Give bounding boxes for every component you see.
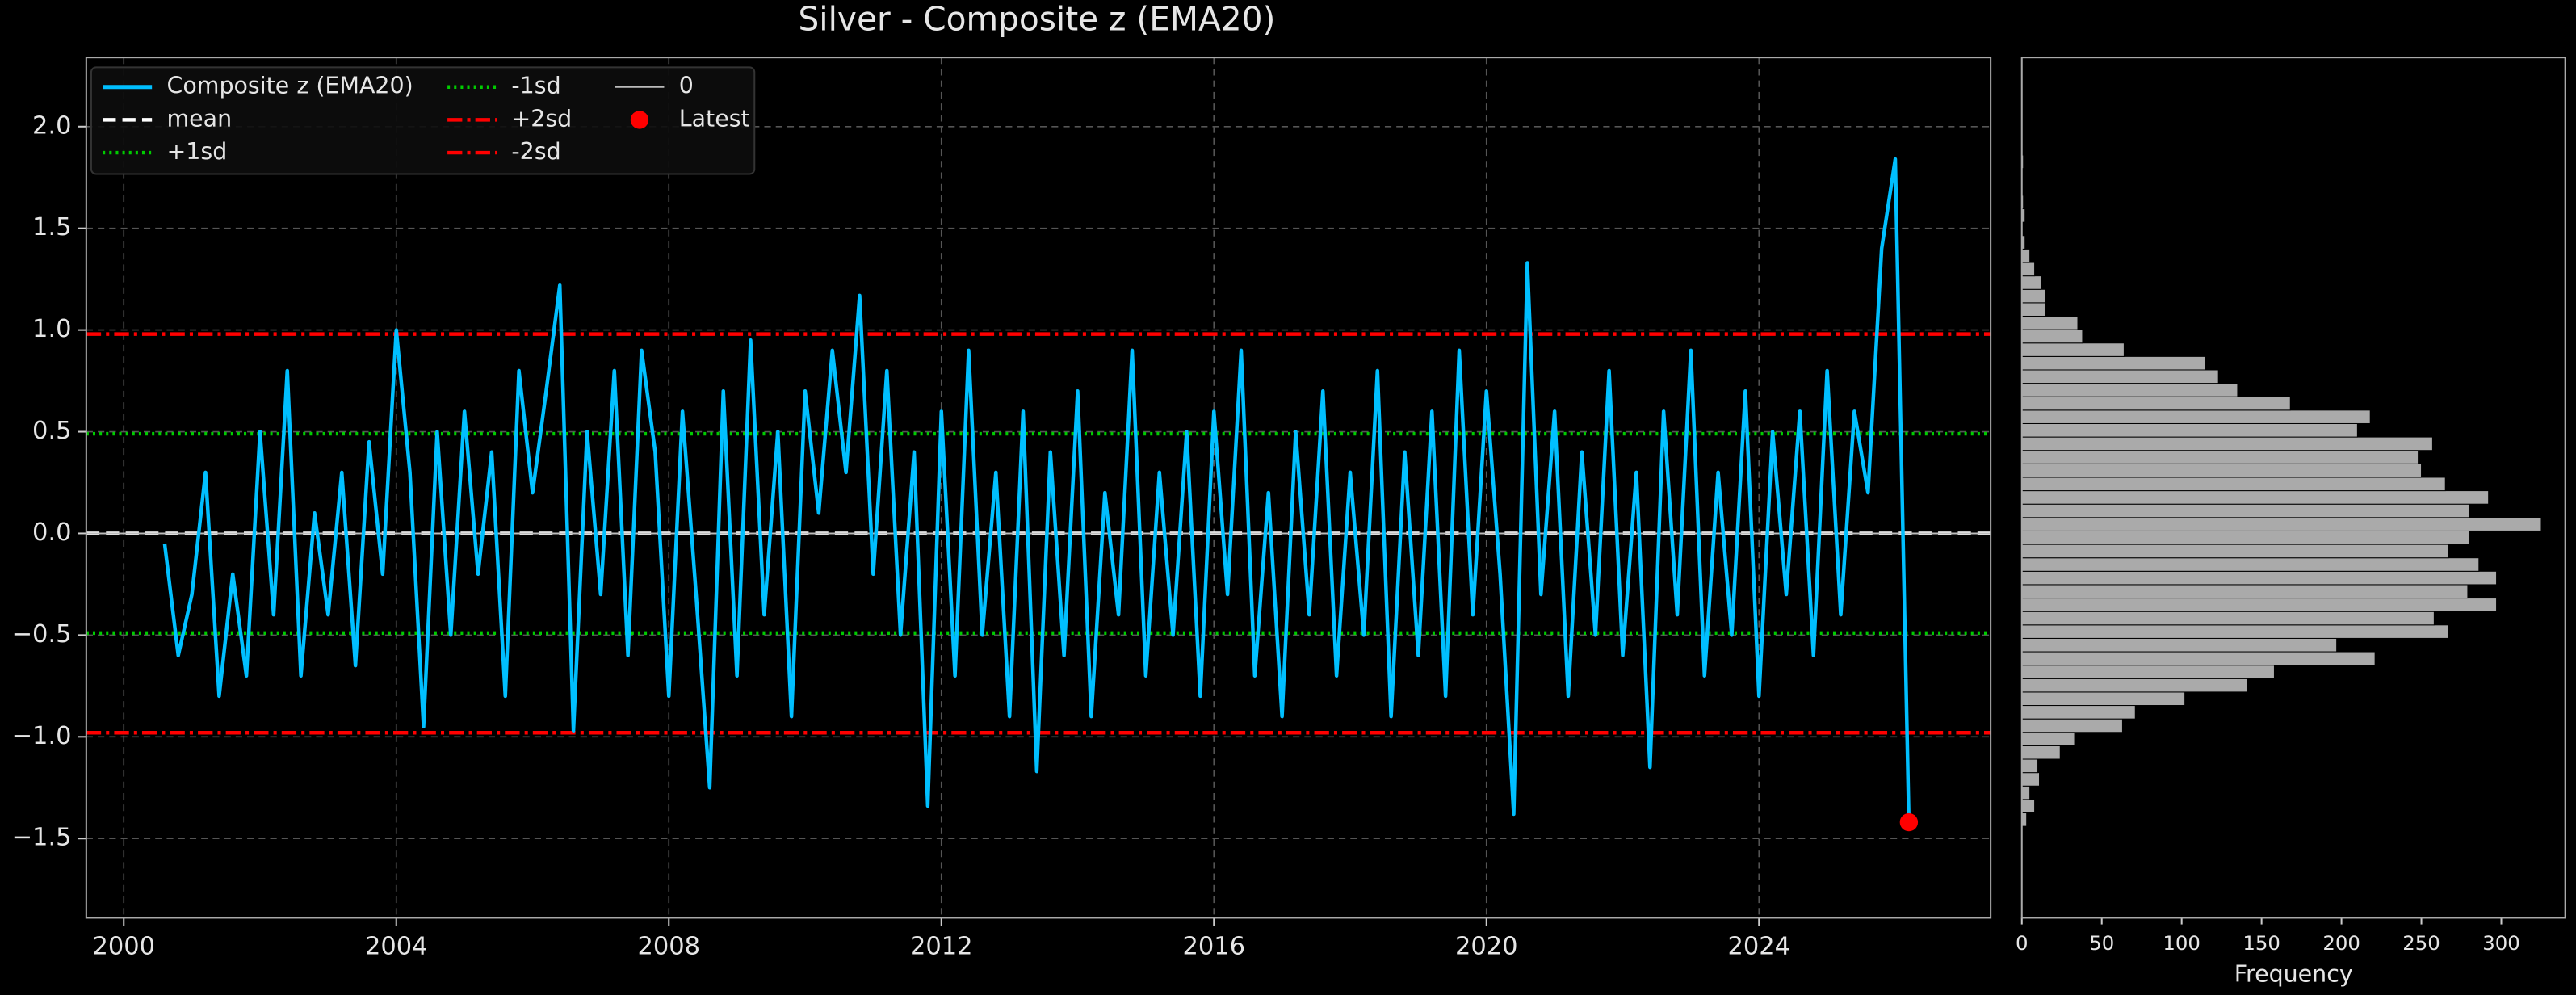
histogram-bar (2021, 355, 2206, 371)
histogram-bar (2021, 288, 2046, 304)
histogram-bar (2021, 422, 2358, 438)
histogram-bar (2021, 436, 2433, 451)
histogram-bar (2021, 557, 2480, 572)
histogram-bar (2021, 369, 2219, 384)
histogram-bar (2021, 705, 2136, 720)
legend-label: -1sd (511, 73, 560, 99)
legend-label: +1sd (166, 138, 227, 165)
histogram-bar (2021, 651, 2376, 666)
histogram-bar (2021, 691, 2186, 707)
legend-label: 0 (679, 73, 694, 99)
histogram-bar (2021, 477, 2446, 492)
y-tick-label: 0.0 (32, 518, 71, 547)
x-tick-label: 300 (2482, 931, 2520, 955)
legend-label: +2sd (511, 105, 572, 132)
histogram-bar (2021, 611, 2435, 626)
x-tick-label: 250 (2402, 931, 2440, 955)
x-tick-label: 2016 (1182, 933, 1245, 961)
x-tick-label: 2004 (365, 933, 428, 961)
x-tick-label: 2020 (1455, 933, 1518, 961)
y-tick-label: 0.5 (32, 417, 71, 445)
histogram-bar (2021, 624, 2449, 639)
legend-label: mean (166, 105, 232, 132)
x-tick-label: 0 (2016, 931, 2028, 955)
histogram-bar (2021, 637, 2338, 653)
series-line (162, 157, 1911, 823)
legend-box (90, 66, 756, 175)
histogram-bar (2021, 275, 2042, 290)
y-tick-label: 1.0 (32, 315, 71, 343)
legend-label: -2sd (511, 138, 560, 165)
legend-label: Latest (679, 105, 750, 132)
histogram-bar (2021, 262, 2036, 277)
x-tick-label: 2012 (910, 933, 973, 961)
y-tick-label: −0.5 (12, 620, 72, 649)
histogram-bar (2021, 772, 2041, 787)
histogram-bar (2021, 570, 2498, 586)
histogram-bar (2021, 396, 2291, 411)
histogram-bar (2021, 490, 2490, 505)
histogram-bar (2021, 248, 2031, 263)
legend-marker (630, 111, 649, 129)
histogram-bar (2021, 799, 2036, 814)
x-tick-label: 150 (2242, 931, 2280, 955)
histogram-bar (2021, 463, 2423, 478)
y-tick-label: −1.5 (12, 824, 72, 852)
x-tick-label: 2008 (637, 933, 700, 961)
plot-frame (85, 57, 1992, 919)
histogram-bar (2021, 665, 2275, 679)
histogram-bar (2021, 678, 2248, 693)
histogram-bar (2021, 302, 2046, 317)
histogram-bar (2021, 383, 2238, 397)
y-tick-label: 1.5 (32, 213, 71, 241)
histogram-bar (2021, 598, 2498, 612)
x-tick-label: 50 (2089, 931, 2114, 955)
x-tick-label: 2000 (92, 933, 155, 961)
chart-title: Silver - Composite z (EMA20) (798, 0, 1275, 38)
histogram-bar (2021, 745, 2061, 760)
histogram-bar (2021, 732, 2075, 746)
legend-label: Composite z (EMA20) (166, 73, 413, 99)
histogram-bar (2021, 758, 2039, 774)
histogram-bar (2021, 342, 2125, 357)
latest-marker (1899, 812, 1919, 832)
histogram-bar (2021, 315, 2079, 330)
x-tick-label: 200 (2322, 931, 2360, 955)
y-tick-label: 2.0 (32, 111, 71, 140)
x-axis-label: Frequency (2234, 961, 2353, 988)
histogram-bar (2021, 450, 2419, 464)
histogram-bar (2021, 785, 2031, 800)
x-tick-label: 2024 (1727, 933, 1790, 961)
plot-frame (2020, 57, 2566, 919)
histogram-bar (2021, 329, 2083, 344)
histogram-bar (2021, 544, 2449, 559)
histogram-bar (2021, 503, 2470, 518)
histogram-bar (2021, 517, 2542, 531)
histogram-bar (2021, 530, 2470, 545)
histogram-bar (2021, 584, 2469, 599)
histogram-bar (2021, 718, 2123, 733)
y-tick-label: −1.0 (12, 722, 72, 750)
x-tick-label: 100 (2163, 931, 2201, 955)
histogram-bar (2021, 409, 2371, 424)
